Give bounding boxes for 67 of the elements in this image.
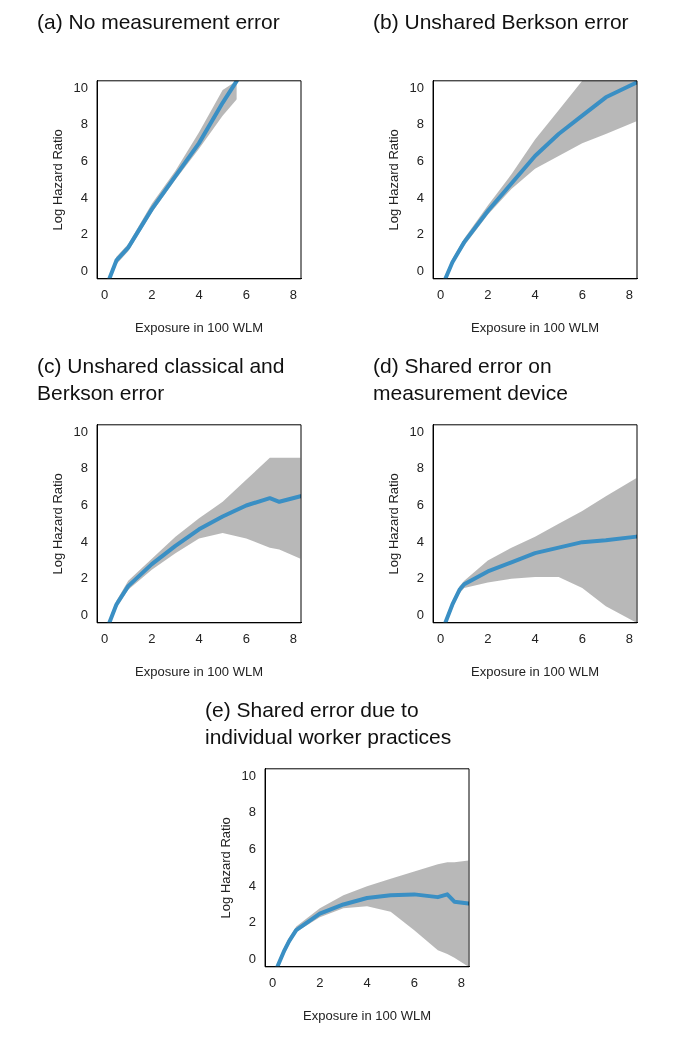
- y-tick-label: 8: [80, 116, 89, 132]
- x-tick-label: 4: [531, 287, 539, 303]
- x-tick-label: 4: [195, 287, 203, 303]
- y-axis-title: Log Hazard Ratio: [50, 129, 66, 231]
- x-tick-label: 0: [101, 287, 109, 303]
- x-axis-title: Exposure in 100 WLM: [471, 663, 599, 679]
- y-tick-label: 2: [80, 226, 89, 242]
- y-tick-label: 0: [248, 951, 257, 967]
- y-tick-label: 4: [80, 189, 89, 205]
- x-tick-label: 4: [363, 975, 371, 991]
- y-tick-label: 6: [80, 153, 89, 169]
- x-tick-label: 0: [101, 631, 109, 647]
- chart-title: (e) Shared error due to individual worker practices: [205, 697, 453, 750]
- x-tick-label: 8: [289, 631, 298, 647]
- x-tick-label: 8: [625, 287, 634, 303]
- x-axis-title: Exposure in 100 WLM: [135, 319, 263, 335]
- x-tick-label: 0: [437, 631, 445, 647]
- y-tick-label: 2: [416, 226, 425, 242]
- y-tick-label: 4: [80, 533, 89, 549]
- x-tick-label: 8: [625, 631, 634, 647]
- x-tick-label: 8: [457, 975, 466, 991]
- chart-title: (d) Shared error on measurement device: [373, 353, 569, 406]
- y-tick-label: 4: [416, 189, 425, 205]
- x-tick-label: 2: [316, 975, 324, 991]
- y-axis-title: Log Hazard Ratio: [386, 129, 402, 231]
- y-tick-label: 8: [416, 116, 425, 132]
- x-tick-label: 6: [578, 287, 586, 303]
- y-axis-title: Log Hazard Ratio: [218, 817, 234, 919]
- y-tick-label: 0: [416, 607, 425, 623]
- y-tick-label: 10: [409, 79, 425, 95]
- y-tick-label: 4: [416, 533, 425, 549]
- y-tick-label: 8: [248, 804, 257, 820]
- y-tick-label: 10: [73, 423, 89, 439]
- y-tick-label: 4: [248, 877, 257, 893]
- y-tick-label: 6: [416, 153, 425, 169]
- y-tick-label: 0: [416, 263, 425, 279]
- y-axis-title: Log Hazard Ratio: [386, 473, 402, 575]
- chart-title: (c) Unshared classical and Berkson error: [37, 353, 286, 406]
- y-tick-label: 10: [73, 79, 89, 95]
- x-tick-label: 4: [195, 631, 203, 647]
- x-tick-label: 2: [148, 287, 156, 303]
- y-tick-label: 6: [416, 497, 425, 513]
- x-tick-label: 0: [269, 975, 277, 991]
- x-axis-title: Exposure in 100 WLM: [135, 663, 263, 679]
- x-tick-label: 2: [484, 631, 492, 647]
- y-tick-label: 10: [409, 423, 425, 439]
- x-tick-label: 8: [289, 287, 298, 303]
- x-axis-title: Exposure in 100 WLM: [303, 1007, 431, 1023]
- y-axis-title: Log Hazard Ratio: [50, 473, 66, 575]
- x-tick-label: 6: [578, 631, 586, 647]
- x-tick-label: 0: [437, 287, 445, 303]
- x-tick-label: 4: [531, 631, 539, 647]
- x-axis-title: Exposure in 100 WLM: [471, 319, 599, 335]
- y-tick-label: 10: [241, 767, 257, 783]
- y-tick-label: 6: [80, 497, 89, 513]
- chart-title: (a) No measurement error: [37, 9, 281, 35]
- x-tick-label: 2: [148, 631, 156, 647]
- y-tick-label: 0: [80, 263, 89, 279]
- y-tick-label: 2: [80, 570, 89, 586]
- y-tick-label: 8: [80, 460, 89, 476]
- y-tick-label: 2: [248, 914, 257, 930]
- x-tick-label: 2: [484, 287, 492, 303]
- y-tick-label: 2: [416, 570, 425, 586]
- y-tick-label: 0: [80, 607, 89, 623]
- y-tick-label: 8: [416, 460, 425, 476]
- y-tick-label: 6: [248, 841, 257, 857]
- chart-title: (b) Unshared Berkson error: [373, 9, 630, 35]
